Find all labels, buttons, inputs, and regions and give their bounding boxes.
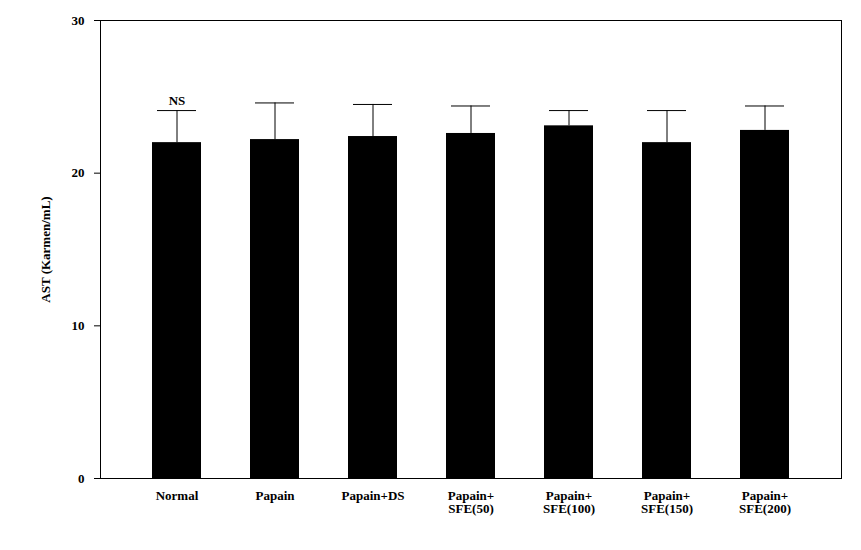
svg-text:Papain+SFE(50): Papain+SFE(50) xyxy=(448,488,494,516)
svg-text:Papain+SFE(100): Papain+SFE(100) xyxy=(543,488,595,516)
svg-text:Papain+SFE(200): Papain+SFE(200) xyxy=(739,488,791,516)
svg-text:Papain+SFE(150): Papain+SFE(150) xyxy=(641,488,693,516)
svg-text:0: 0 xyxy=(78,471,85,486)
svg-text:10: 10 xyxy=(72,318,85,333)
svg-text:Papain+DS: Papain+DS xyxy=(341,488,404,503)
svg-text:NS: NS xyxy=(169,93,186,108)
svg-text:Papain: Papain xyxy=(255,488,295,503)
svg-text:AST (Karmen/mL): AST (Karmen/mL) xyxy=(38,196,53,302)
svg-text:20: 20 xyxy=(72,165,85,180)
svg-text:30: 30 xyxy=(72,13,85,28)
svg-text:Normal: Normal xyxy=(156,488,199,503)
